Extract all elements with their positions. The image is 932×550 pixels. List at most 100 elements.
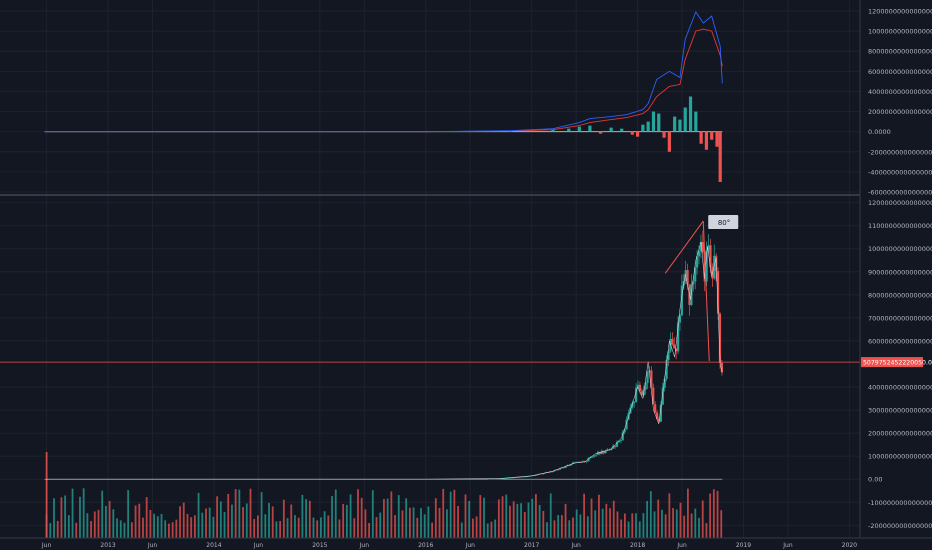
candle-body	[636, 384, 640, 388]
oscillator-pane[interactable]	[44, 11, 723, 182]
time-axis-label: Jun	[782, 542, 793, 549]
volume-bar	[375, 517, 378, 538]
candle-body	[499, 478, 502, 480]
volume-bar	[401, 510, 404, 538]
volume-bar	[327, 515, 330, 538]
histogram-bar	[635, 131, 640, 137]
candle-body	[533, 475, 537, 477]
time-axis-label: 2016	[418, 542, 433, 549]
candle-body	[551, 471, 554, 473]
volume-bar	[598, 494, 600, 538]
volume-bar	[282, 499, 285, 538]
candle-body	[516, 477, 520, 478]
volume-bar	[553, 520, 556, 538]
volume-bar	[527, 502, 530, 538]
volume-bar	[572, 517, 574, 538]
histogram-bar	[699, 131, 703, 144]
volume-bar	[535, 494, 537, 538]
volume-bar	[142, 517, 144, 538]
volume-bar	[323, 511, 326, 538]
price-y-tick-label: -1000000000000000000.00	[868, 499, 932, 507]
histogram-bar	[710, 131, 714, 140]
volume-bar	[675, 509, 678, 538]
price-pane[interactable]: 80°	[0, 215, 860, 538]
volume-bar	[649, 491, 652, 538]
price-scale-bg[interactable]	[860, 0, 932, 550]
volume-bar	[290, 504, 293, 538]
volume-bar	[101, 490, 104, 538]
candle-body	[614, 445, 617, 447]
price-y-tick-label: -2000000000000000000.00	[868, 522, 932, 530]
volume-bar	[505, 494, 508, 538]
volume-bar	[635, 513, 637, 538]
volume-bar	[631, 513, 634, 538]
volume-bar	[331, 496, 333, 538]
volume-bar	[642, 513, 645, 538]
trend-line[interactable]	[702, 221, 710, 362]
volume-bar	[145, 497, 148, 538]
trend-line[interactable]	[664, 220, 704, 274]
candle-body	[669, 338, 672, 352]
histogram-bar	[567, 128, 571, 132]
volume-bar	[308, 500, 311, 538]
candle-body	[562, 467, 565, 469]
volume-bar	[342, 504, 345, 538]
volume-bar	[705, 523, 708, 538]
volume-bar	[560, 515, 563, 538]
volume-bar	[442, 488, 445, 538]
volume-bar	[657, 499, 660, 538]
volume-bar	[557, 515, 560, 538]
candle-body	[707, 245, 710, 251]
volume-bar	[64, 495, 67, 538]
candle-body	[512, 477, 516, 478]
volume-bar	[223, 512, 226, 538]
candle-body	[676, 322, 680, 352]
volume-bar	[664, 514, 667, 538]
volume-bar	[446, 509, 448, 538]
volume-bar	[67, 515, 70, 538]
volume-bar	[564, 503, 567, 538]
candle-body	[655, 412, 659, 419]
candle-body	[564, 466, 567, 468]
volume-bar	[116, 518, 118, 538]
histogram-bar	[651, 111, 656, 132]
candle-body	[675, 348, 678, 352]
histogram-bar	[678, 119, 682, 132]
candle-body	[697, 251, 701, 257]
volume-bar	[512, 501, 515, 538]
volume-bar	[205, 508, 207, 538]
volume-bar	[112, 509, 115, 538]
candle-body	[650, 370, 653, 388]
histogram-bar	[657, 113, 661, 132]
volume-bar	[586, 516, 589, 538]
volume-bar	[453, 489, 456, 538]
volume-bar	[79, 496, 81, 538]
candle-body	[617, 441, 621, 442]
volume-bar	[156, 516, 159, 538]
volume-bar	[405, 498, 408, 538]
volume-bar	[212, 516, 215, 538]
candle-body	[600, 450, 603, 454]
candle-body	[716, 271, 720, 314]
candle-body	[654, 404, 657, 413]
volume-bar	[253, 518, 256, 538]
candle-body	[602, 450, 605, 454]
price-y-tick-label: 3000000000000000000.00	[868, 407, 932, 415]
candle-body	[640, 391, 643, 396]
volume-bar	[712, 489, 715, 538]
volume-bar	[709, 493, 712, 538]
histogram-bar	[577, 126, 581, 132]
grid	[0, 0, 932, 538]
volume-bar	[501, 496, 504, 538]
volume-bar	[438, 507, 441, 538]
volume-bar	[497, 499, 500, 538]
volume-bar	[227, 493, 230, 538]
price-y-tick-label: 10000000000000000000.00	[868, 245, 932, 253]
volume-bar	[97, 509, 100, 538]
angle-label-box[interactable]	[708, 215, 739, 230]
candle-body	[701, 242, 704, 252]
volume-bar	[672, 508, 674, 538]
candle-body	[663, 378, 666, 388]
histogram-bar	[551, 129, 555, 132]
